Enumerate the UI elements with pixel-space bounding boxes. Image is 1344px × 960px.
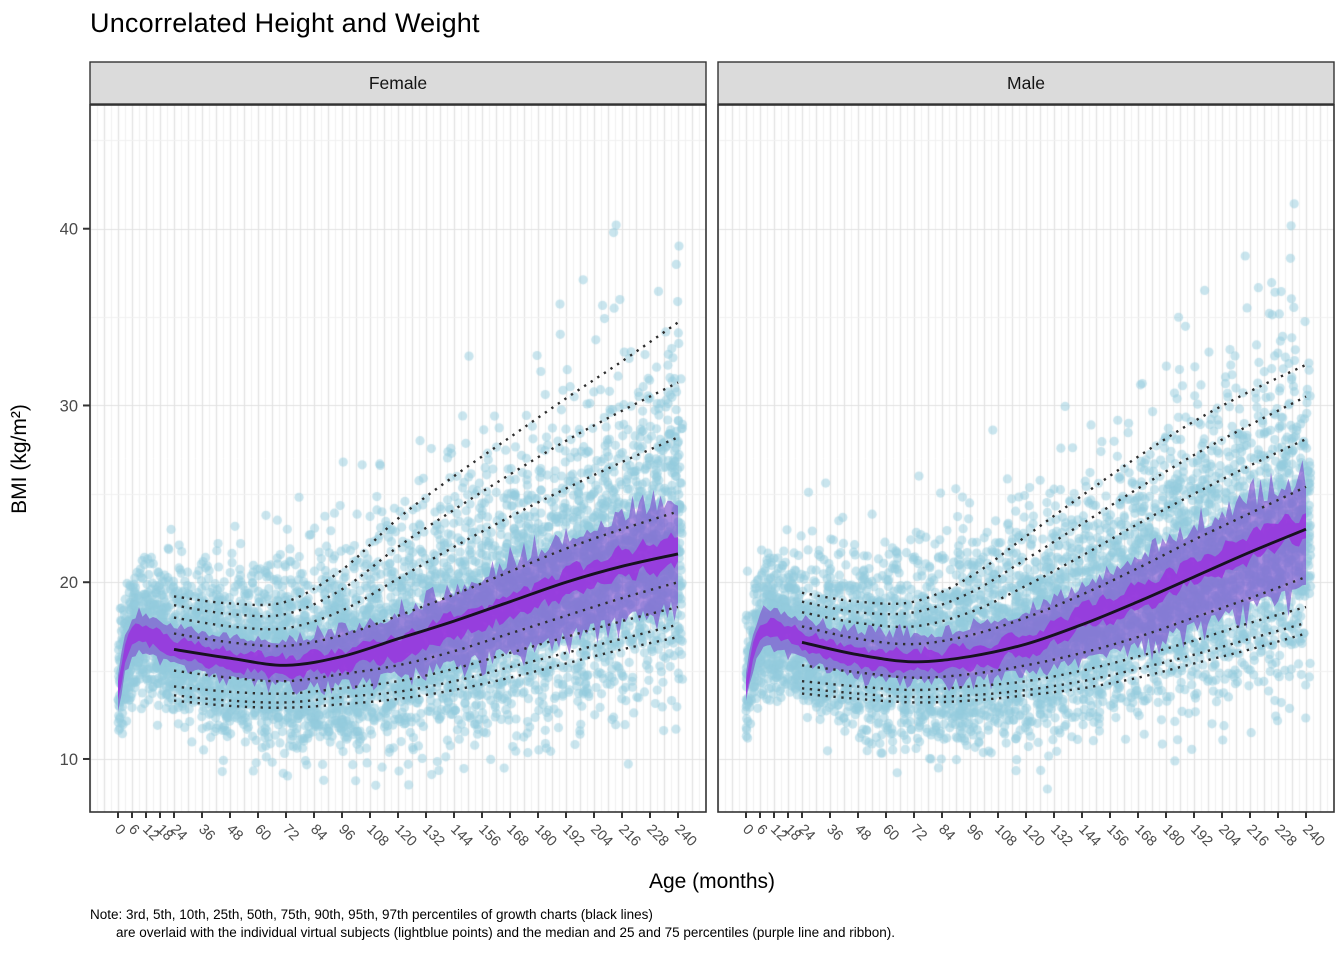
iqr-ribbon [746,460,1306,701]
iqr-ribbon [118,489,678,712]
x-tick-label: 240 [671,822,699,850]
x-tick-label: 204 [1215,822,1243,850]
x-tick-label: 6 [125,822,142,839]
x-tick-label: 108 [363,822,391,850]
note: Note: 3rd, 5th, 10th, 25th, 50th, 75th, … [90,906,895,941]
x-tick-label: 0 [739,822,756,839]
x-tick-label: 72 [907,822,930,845]
percentile-line-p25 [801,575,1307,679]
x-tick-label: 144 [447,822,475,850]
x-tick-label: 156 [1103,822,1131,850]
x-tick-label: 120 [1019,822,1047,850]
x-tick-label: 36 [195,822,218,845]
x-tick-label: 192 [559,822,587,850]
percentile-line-p3 [801,632,1307,704]
panel-border [89,104,707,813]
x-tick-label: 60 [251,822,274,845]
x-tick-label: 168 [1131,822,1159,850]
note-line-1: Note: 3rd, 5th, 10th, 25th, 50th, 75th, … [90,907,653,922]
x-tick-label: 96 [335,822,358,845]
page-title: Uncorrelated Height and Weight [90,8,480,38]
x-tick-label: 84 [307,822,330,845]
x-tick-label: 96 [963,822,986,845]
x-tick-label: 48 [223,822,246,845]
facet-strip-label: Male [1007,73,1045,93]
y-tick-label: 40 [60,221,78,239]
x-tick-label: 132 [419,822,447,850]
x-tick-label: 180 [1159,822,1187,850]
percentile-line-p10 [801,605,1307,692]
facet-strip-female [89,61,707,105]
y-tick-label: 10 [60,751,78,769]
percentile-line-p25 [173,581,679,683]
panel-male [746,363,1307,704]
x-tick-label: 6 [753,822,770,839]
percentile-line-p90 [173,436,679,631]
x-tick-label: 24 [795,822,818,845]
note-line-2: are overlaid with the individual virtual… [116,924,895,940]
percentile-line-p10 [173,605,679,695]
y-tick-label: 20 [60,574,78,592]
y-tick-label: 30 [60,397,78,415]
y-axis-ticks: 10 20 30 40 [60,221,90,769]
x-tick-label: 120 [391,822,419,850]
x-tick-label: 180 [531,822,559,850]
percentile-line-p50 [801,527,1307,664]
x-tick-label: 48 [851,822,874,845]
panel-female [118,321,679,712]
percentile-line-p5 [801,621,1307,699]
percentile-line-p90 [801,438,1307,629]
x-tick-label: 192 [1187,822,1215,850]
x-tick-label: 108 [991,822,1019,850]
facet-strip-label: Female [369,73,427,93]
x-tick-label: 144 [1075,822,1103,850]
x-tick-label: 36 [823,822,846,845]
percentile-line-p50 [173,552,679,667]
x-tick-label: 72 [279,822,302,845]
x-tick-label: 204 [587,822,615,850]
facet-strip-male [717,61,1335,105]
x-tick-label: 132 [1047,822,1075,850]
x-tick-label: 216 [615,822,643,850]
median-band [118,532,678,700]
x-tick-label: 240 [1299,822,1327,850]
x-tick-label: 228 [1271,822,1299,850]
percentile-line-p3 [173,635,679,709]
x-axis-title: Age (months) [649,870,775,893]
x-tick-label: 168 [503,822,531,850]
x-tick-label: 216 [1243,822,1271,850]
x-tick-label: 24 [167,822,190,845]
percentile-line-p5 [173,623,679,704]
x-tick-label: 0 [111,822,128,839]
panel-border [717,104,1335,813]
y-axis-title: BMI (kg/m²) [8,404,31,514]
x-tick-label: 84 [935,822,958,845]
x-tick-label: 156 [475,822,503,850]
x-tick-label: 228 [643,822,671,850]
x-tick-label: 60 [879,822,902,845]
